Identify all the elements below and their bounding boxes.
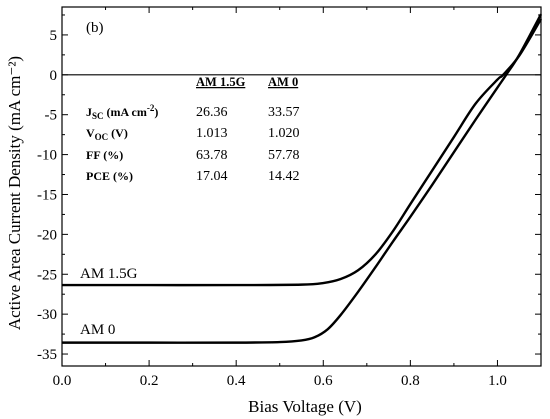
table-header-am0: AM 0 xyxy=(268,75,298,89)
x-axis-title: Bias Voltage (V) xyxy=(248,397,362,416)
table-value-pce-am15g: 17.04 xyxy=(196,169,228,184)
y-tick-label: -5 xyxy=(45,108,58,124)
y-tick-label: -15 xyxy=(37,187,57,203)
panel-label: (b) xyxy=(86,20,104,36)
table-param-ff: FF (%) xyxy=(86,148,123,162)
series-line-am15g xyxy=(62,18,543,287)
table-value-jsc-am0: 33.57 xyxy=(268,105,300,120)
y-tick-label: -25 xyxy=(37,267,57,283)
y-axis-title: Active Area Current Density (mA cm⁻²) xyxy=(5,56,24,330)
table-param-jsc: JSC (mA cm-2) xyxy=(86,103,158,121)
table-param-voc: VOC (V) xyxy=(86,126,128,142)
series-line-am0 xyxy=(62,13,543,344)
table-param-pce: PCE (%) xyxy=(86,169,133,183)
y-tick-label: -20 xyxy=(37,227,57,243)
x-tick-label: 0.0 xyxy=(53,373,72,389)
table-value-ff-am0: 57.78 xyxy=(268,148,300,163)
table-value-pce-am0: 14.42 xyxy=(268,169,300,184)
plot-frame xyxy=(61,6,542,367)
x-tick-label: 0.2 xyxy=(140,373,159,389)
y-tick-label: -35 xyxy=(37,347,57,363)
table-value-voc-am0: 1.020 xyxy=(268,126,300,141)
table-header-am15g: AM 1.5G xyxy=(196,75,246,89)
x-tick-label: 1.0 xyxy=(488,373,507,389)
table-value-voc-am15g: 1.013 xyxy=(196,126,228,141)
x-tick-label: 0.6 xyxy=(314,373,333,389)
table-value-jsc-am15g: 26.36 xyxy=(196,105,228,120)
y-tick-label: 0 xyxy=(50,68,58,84)
table-value-ff-am15g: 63.78 xyxy=(196,148,228,163)
x-tick-label: 0.8 xyxy=(401,373,420,389)
x-tick-label: 0.4 xyxy=(227,373,246,389)
series-layer xyxy=(62,13,543,344)
series-label-am0: AM 0 xyxy=(80,322,115,338)
axes: 0.0 0.2 0.4 0.6 0.8 1.0 5 0 -5 -10 -15 -20 -25 -30 -35 xyxy=(37,6,542,389)
y-tick-label: -10 xyxy=(37,148,57,164)
results-table: AM 1.5G AM 0 JSC (mA cm-2) 26.36 33.57 V… xyxy=(86,75,300,184)
y-tick-label: 5 xyxy=(50,28,58,44)
y-tick-label: -30 xyxy=(37,307,57,323)
series-label-am15g: AM 1.5G xyxy=(80,266,138,282)
